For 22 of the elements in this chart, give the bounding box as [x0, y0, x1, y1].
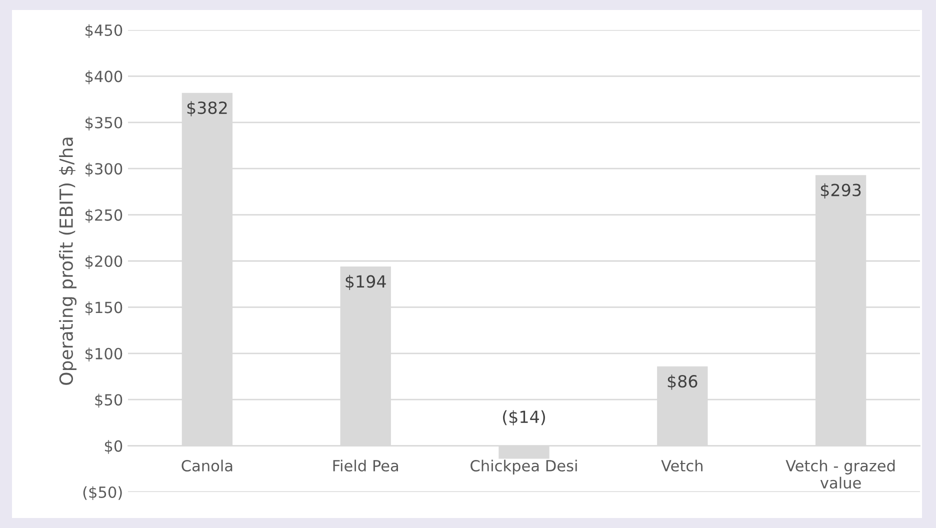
- y-tick-label: $50: [95, 394, 122, 408]
- y-tick-label: $0: [104, 440, 122, 454]
- y-tick-label: $350: [86, 116, 122, 130]
- y-tick-label: $150: [86, 301, 122, 316]
- y-tick-label: $400: [86, 70, 122, 84]
- y-tick-label: $450: [86, 24, 122, 38]
- x-tick-label: Vetch - grazed value: [786, 460, 895, 489]
- y-tick-label: $200: [86, 255, 122, 270]
- y-tick-label: $100: [86, 348, 122, 362]
- data-label: $86: [668, 374, 698, 390]
- y-tick-label: $250: [86, 208, 122, 223]
- data-label: $194: [346, 274, 386, 290]
- data-label: ($14): [503, 410, 545, 426]
- x-tick-label: Vetch: [661, 460, 702, 472]
- y-tick-label: $300: [86, 162, 122, 177]
- x-tick-label: Chickpea Desi: [470, 460, 577, 474]
- x-tick-label: Canola: [182, 460, 232, 472]
- data-label: $293: [820, 183, 861, 199]
- data-label: $382: [187, 101, 227, 116]
- y-axis-title: Operating profit (EBIT) $/ha: [59, 138, 76, 385]
- y-tick-label: ($50): [83, 486, 122, 500]
- x-tick-label: Field Pea: [333, 460, 398, 472]
